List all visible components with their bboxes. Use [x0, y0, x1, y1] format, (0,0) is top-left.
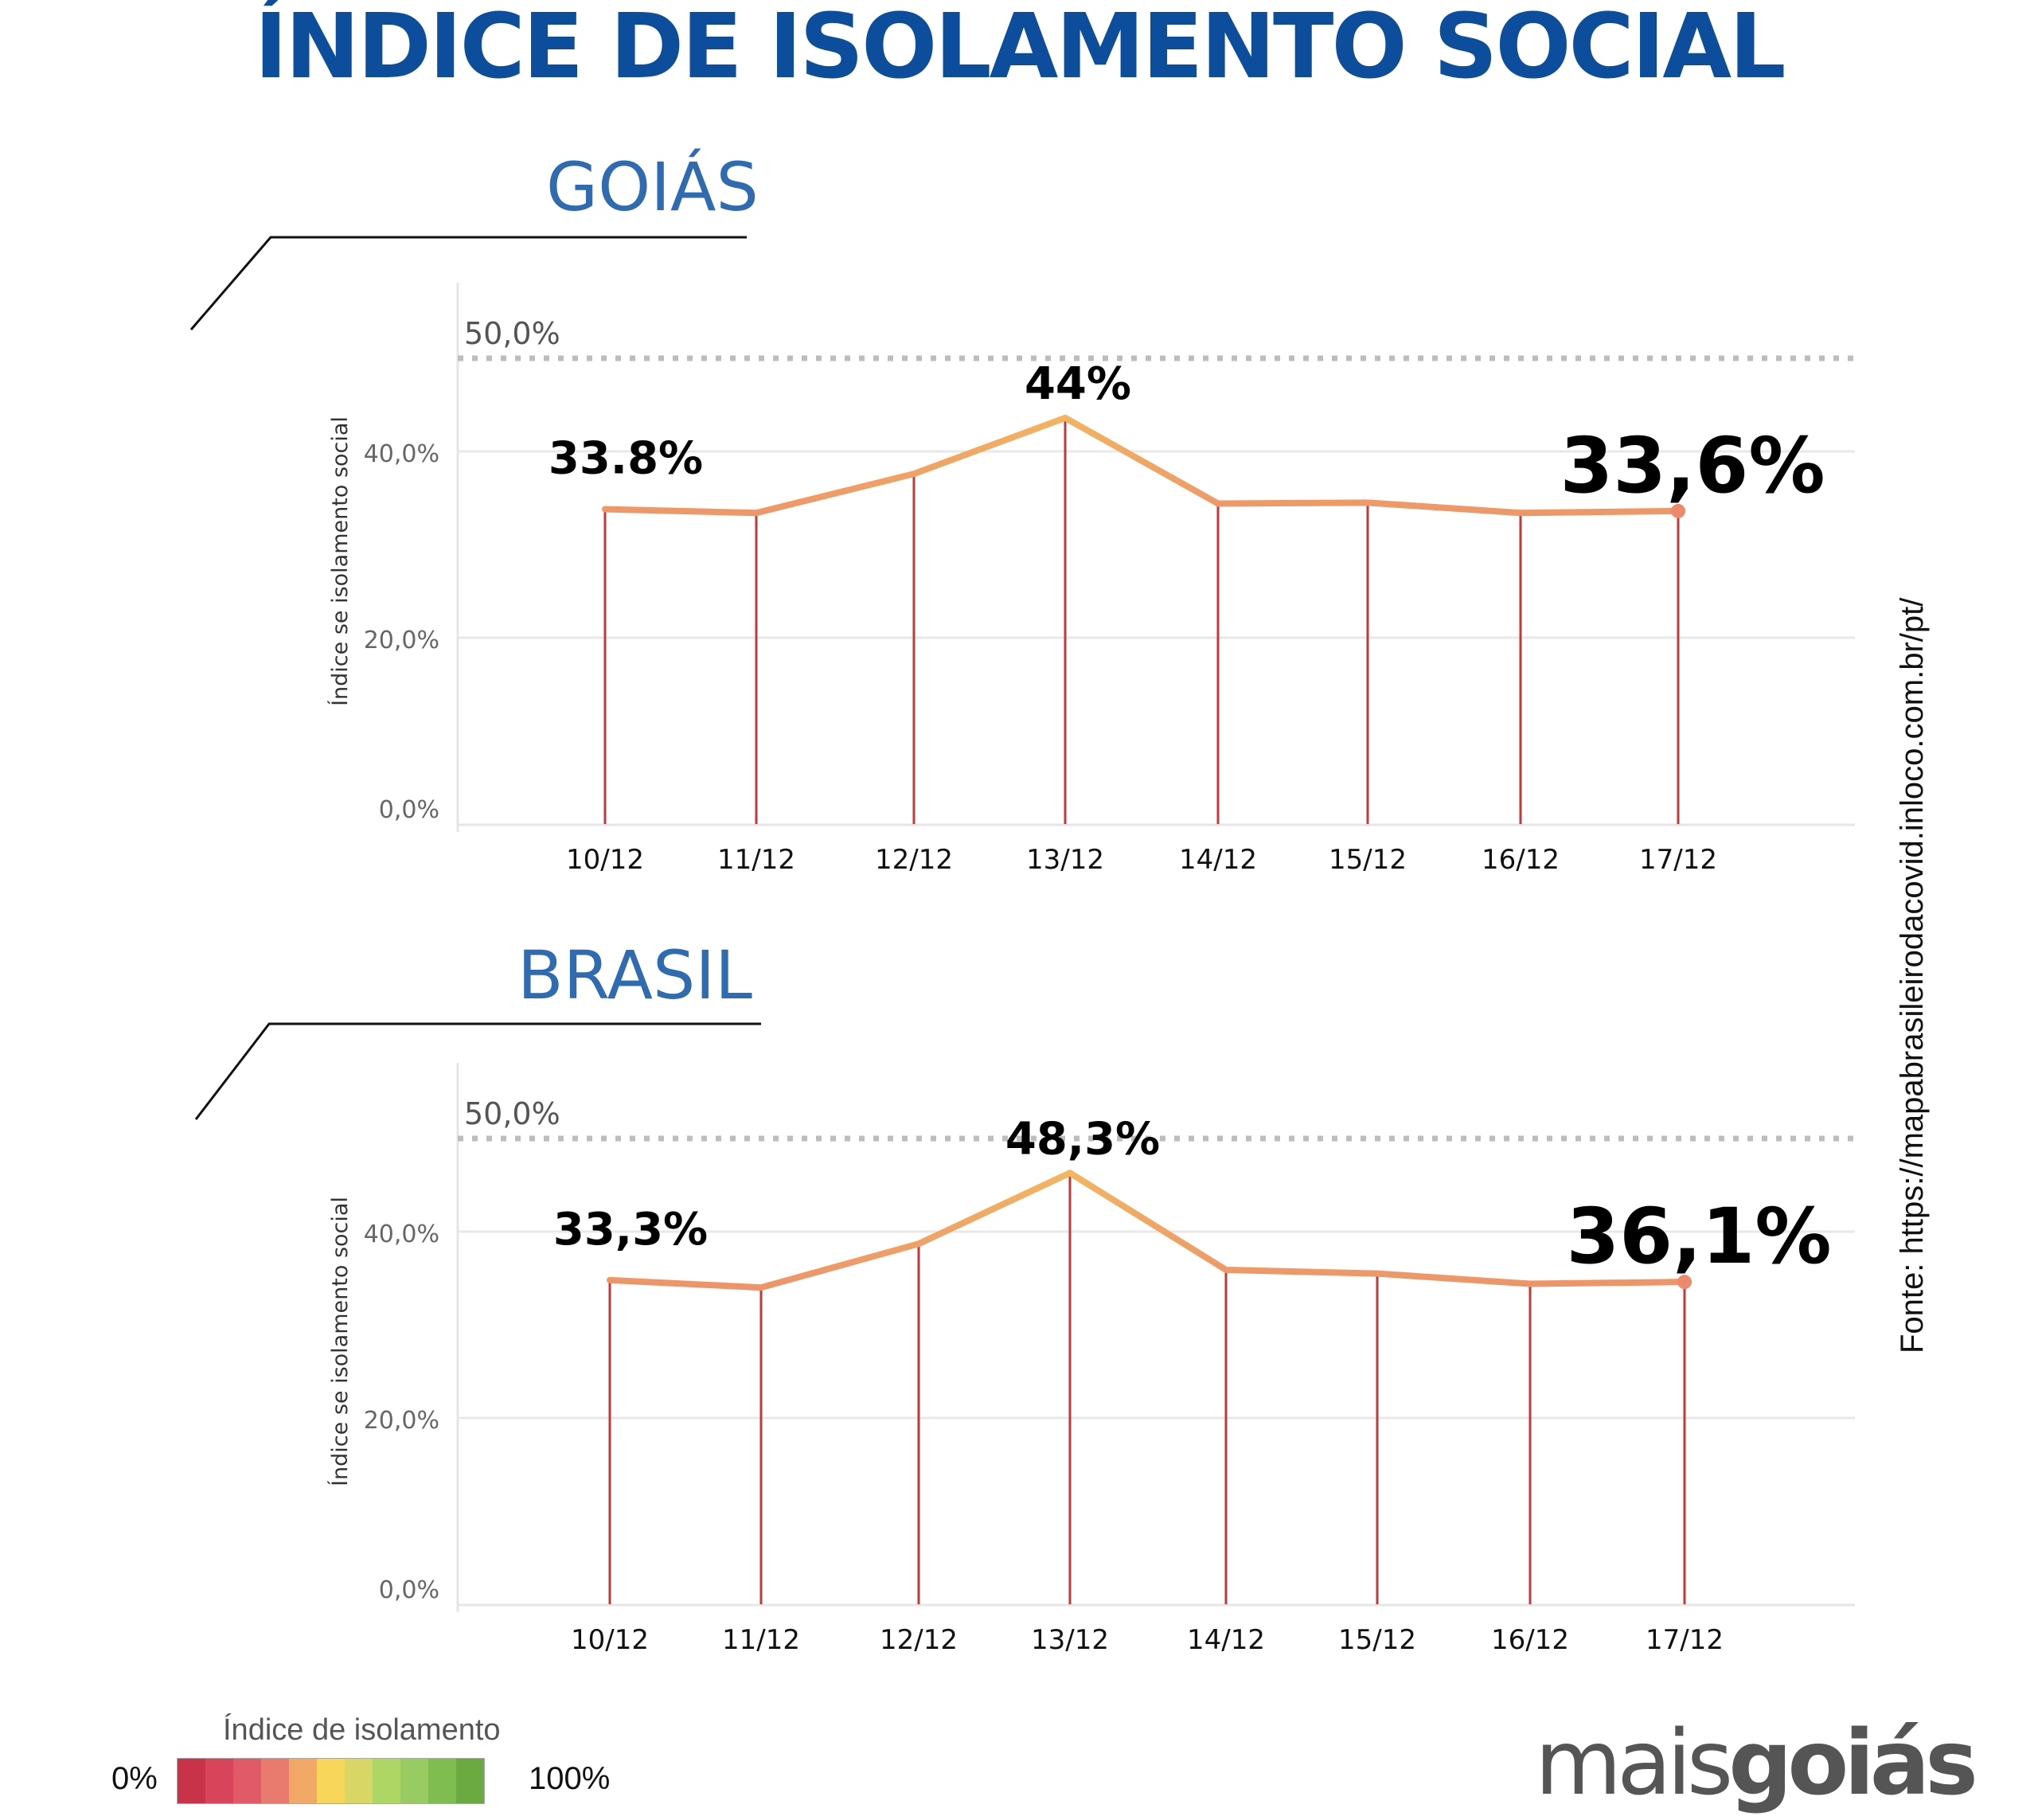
- chart-goias: 0,0% 20,0% 40,0% Índice se isolamento socia…: [327, 283, 1855, 876]
- y-axis-label: Índice se isolamento social: [327, 416, 353, 706]
- legend-swatch: [289, 1759, 317, 1803]
- y-axis-label: Índice se isolamento social: [327, 1197, 353, 1486]
- section-title-brasil: BRASIL: [517, 936, 752, 1014]
- section-title-goias: GOIÁS: [546, 148, 759, 226]
- y-tick-label: 40,0%: [364, 440, 439, 468]
- x-tick-label-16/12: 16/12: [1482, 844, 1560, 876]
- x-tick-label-10/12: 10/12: [566, 844, 644, 876]
- legend-swatch: [400, 1759, 428, 1803]
- x-tick-label-11/12: 11/12: [717, 844, 795, 876]
- legend-max-label: 100%: [529, 1761, 611, 1796]
- legend-swatch: [456, 1759, 484, 1803]
- x-tick-label-15/12: 15/12: [1338, 1624, 1416, 1656]
- source-text: Fonte: https://mapabrasileirodacovid.inl…: [1895, 597, 1930, 1353]
- series-line: [607, 1170, 1688, 1291]
- brasil-header-bracket: [194, 1022, 761, 1120]
- legend-title: Índice de isolamento: [223, 1713, 501, 1747]
- y-tick-label: 0,0%: [379, 1576, 439, 1604]
- y-tick-label: 40,0%: [364, 1220, 439, 1248]
- end-point-marker: [1671, 503, 1685, 518]
- legend-swatch: [233, 1759, 261, 1803]
- y-tick-label: 20,0%: [364, 1407, 439, 1435]
- logo-part-mais: mais: [1535, 1712, 1733, 1815]
- series-line: [602, 414, 1681, 517]
- data-label-13/12: 44%: [1025, 358, 1131, 410]
- legend-swatch: [261, 1759, 289, 1803]
- x-tick-label-12/12: 12/12: [875, 844, 953, 876]
- y-tick-label: 20,0%: [364, 627, 439, 654]
- goias-header-bracket: [189, 236, 747, 330]
- logo-part-goias: goiás: [1728, 1712, 1978, 1815]
- x-tick-label-17/12: 17/12: [1639, 844, 1717, 876]
- x-tick-label-14/12: 14/12: [1187, 1624, 1265, 1656]
- legend-min-label: 0%: [111, 1761, 158, 1796]
- x-tick-label-17/12: 17/12: [1646, 1624, 1724, 1656]
- legend-color-scale: [177, 1758, 485, 1804]
- legend-swatch: [428, 1759, 456, 1803]
- x-tick-label-11/12: 11/12: [722, 1624, 800, 1656]
- end-point-marker: [1677, 1275, 1692, 1290]
- brand-logo: maisgoiás: [1535, 1712, 1978, 1815]
- main-title: ÍNDICE DE ISOLAMENTO SOCIAL: [254, 0, 1786, 99]
- chart-brasil: 0,0% 20,0% 40,0% Índice se isolamento socia…: [327, 1063, 1855, 1656]
- reference-line-label: 50,0%: [464, 1096, 560, 1131]
- data-label-10/12: 33,3%: [553, 1204, 708, 1256]
- x-tick-label-16/12: 16/12: [1491, 1624, 1569, 1656]
- data-label-13/12: 48,3%: [1005, 1113, 1160, 1165]
- legend-swatch: [205, 1759, 233, 1803]
- x-tick-label-12/12: 12/12: [880, 1624, 958, 1656]
- legend-swatch: [345, 1759, 373, 1803]
- x-tick-label-14/12: 14/12: [1179, 844, 1257, 876]
- legend-swatch: [373, 1759, 400, 1803]
- y-tick-label: 0,0%: [379, 796, 439, 824]
- data-label-10/12: 33.8%: [549, 433, 703, 485]
- legend-swatch: [317, 1759, 345, 1803]
- x-tick-label-15/12: 15/12: [1329, 844, 1407, 876]
- x-tick-label-10/12: 10/12: [571, 1624, 649, 1656]
- reference-line-label: 50,0%: [464, 316, 560, 351]
- x-tick-label-13/12: 13/12: [1026, 844, 1104, 876]
- legend-swatch: [178, 1759, 205, 1803]
- x-tick-label-13/12: 13/12: [1031, 1624, 1109, 1656]
- data-label-17/12: 36,1%: [1566, 1192, 1831, 1281]
- data-label-17/12: 33,6%: [1560, 421, 1825, 510]
